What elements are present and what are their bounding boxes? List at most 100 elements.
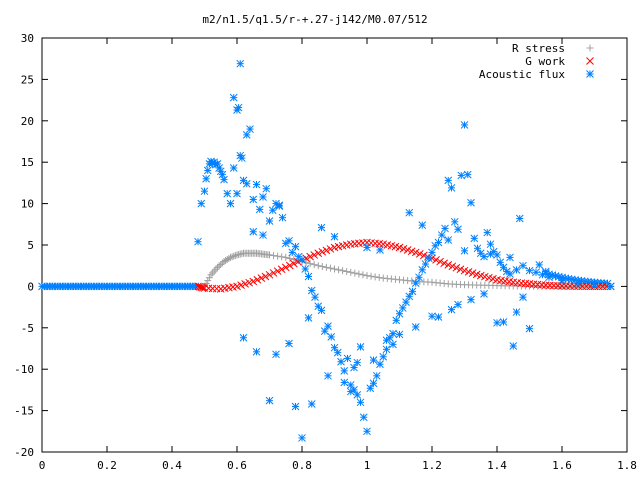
acoustic-flux-point (353, 391, 362, 399)
acoustic-flux-point (574, 279, 583, 287)
legend-swatch-g-work (586, 57, 594, 65)
x-tick-label: 0.6 (227, 459, 247, 472)
acoustic-flux-point (441, 224, 449, 233)
acoustic-flux-point (376, 246, 384, 254)
acoustic-flux-point (285, 237, 293, 245)
g-work-point (261, 272, 270, 281)
r-stress-point (322, 263, 330, 271)
acoustic-flux-point (379, 352, 388, 361)
acoustic-flux-point (234, 103, 243, 112)
r-stress-point (326, 264, 334, 272)
r-stress-point (228, 253, 236, 261)
g-work-point (326, 245, 335, 253)
acoustic-flux-point (392, 316, 401, 325)
acoustic-flux-point (470, 234, 479, 243)
y-tick-label: 25 (21, 73, 34, 86)
g-work-point (273, 267, 282, 275)
series-acoustic-flux (194, 59, 615, 442)
legend-swatch-r-stress (586, 44, 594, 52)
g-work-point (265, 270, 274, 279)
r-stress-point (302, 259, 310, 267)
acoustic-flux-point (525, 266, 534, 275)
acoustic-flux-point (233, 189, 241, 198)
acoustic-flux-point (353, 358, 362, 367)
acoustic-flux-point (428, 312, 436, 321)
acoustic-flux-point (558, 276, 566, 285)
acoustic-flux-point (405, 292, 414, 301)
acoustic-flux-point (346, 381, 355, 389)
acoustic-flux-point (447, 305, 456, 314)
acoustic-flux-point (226, 199, 235, 208)
series-g-work (194, 238, 615, 293)
legend-label-r-stress: R stress (512, 42, 565, 55)
acoustic-flux-point (450, 217, 459, 226)
acoustic-flux-point (252, 347, 261, 356)
r-stress-point (274, 252, 282, 260)
r-stress-point (343, 267, 351, 275)
acoustic-flux-point (382, 345, 391, 354)
acoustic-flux-point (337, 357, 345, 366)
r-stress-point (286, 254, 294, 262)
acoustic-flux-point (463, 170, 472, 179)
r-stress-point (339, 267, 347, 275)
acoustic-flux-point (480, 252, 488, 261)
y-tick-label: 20 (21, 115, 34, 128)
y-tick-label: 5 (27, 239, 34, 252)
acoustic-flux-point (366, 384, 375, 393)
r-stress-point (270, 252, 278, 260)
legend-label-g-work: G work (525, 55, 565, 68)
r-stress-point (217, 260, 225, 268)
g-work-point (436, 257, 444, 266)
acoustic-flux-point (395, 309, 404, 318)
acoustic-flux-point (223, 189, 232, 198)
acoustic-flux-point (229, 164, 238, 172)
r-stress-point (212, 265, 220, 273)
r-stress-point (230, 252, 238, 260)
r-stress-point (227, 253, 234, 261)
acoustic-flux-point (307, 286, 316, 295)
acoustic-flux-point (252, 180, 261, 189)
acoustic-flux-point (467, 198, 475, 207)
g-work-point (452, 263, 461, 272)
x-tick-label: 0 (39, 459, 46, 472)
r-stress-point (371, 273, 379, 281)
acoustic-flux-point (454, 225, 462, 234)
acoustic-flux-point (359, 413, 368, 422)
acoustic-flux-point (333, 348, 342, 357)
acoustic-flux-point (275, 201, 284, 210)
acoustic-flux-point (486, 250, 495, 258)
acoustic-flux-point (242, 179, 251, 188)
legend: R stress G work Acoustic flux (479, 42, 594, 81)
acoustic-flux-point (411, 323, 420, 331)
acoustic-flux-point (460, 246, 469, 255)
acoustic-flux-point (218, 170, 227, 179)
acoustic-flux-point (512, 308, 521, 316)
r-stress-point (363, 272, 371, 280)
acoustic-flux-point (324, 371, 332, 380)
acoustic-flux-point (486, 240, 495, 249)
g-work-point (310, 251, 319, 259)
g-work-point (253, 275, 262, 284)
acoustic-flux-point (265, 396, 274, 405)
acoustic-flux-point (291, 402, 300, 411)
acoustic-flux-point (340, 367, 349, 375)
acoustic-flux-point (590, 280, 599, 289)
acoustic-flux-point (506, 253, 514, 262)
chart-title: m2/n1.5/q1.5/r-+.27-j142/M0.07/512 (202, 13, 427, 26)
acoustic-flux-point (356, 398, 365, 407)
acoustic-flux-point (437, 231, 446, 239)
tick-layer: 0 0.2 0.4 0.6 0.8 1 1.2 1.4 1.6 1.8 -20 -15 -10 -5 0 5 1… (14, 32, 637, 472)
g-work-point (285, 261, 294, 270)
acoustic-flux-point (519, 293, 527, 302)
acoustic-flux-point (285, 339, 293, 348)
acoustic-flux-point (376, 360, 384, 369)
g-work-point (322, 246, 331, 255)
acoustic-flux-point (317, 306, 326, 315)
r-stress-point (355, 270, 363, 278)
acoustic-flux-point (444, 236, 453, 244)
r-stress-point (351, 269, 359, 277)
x-tick-label: 1.4 (487, 459, 507, 472)
acoustic-flux-point (405, 208, 414, 217)
